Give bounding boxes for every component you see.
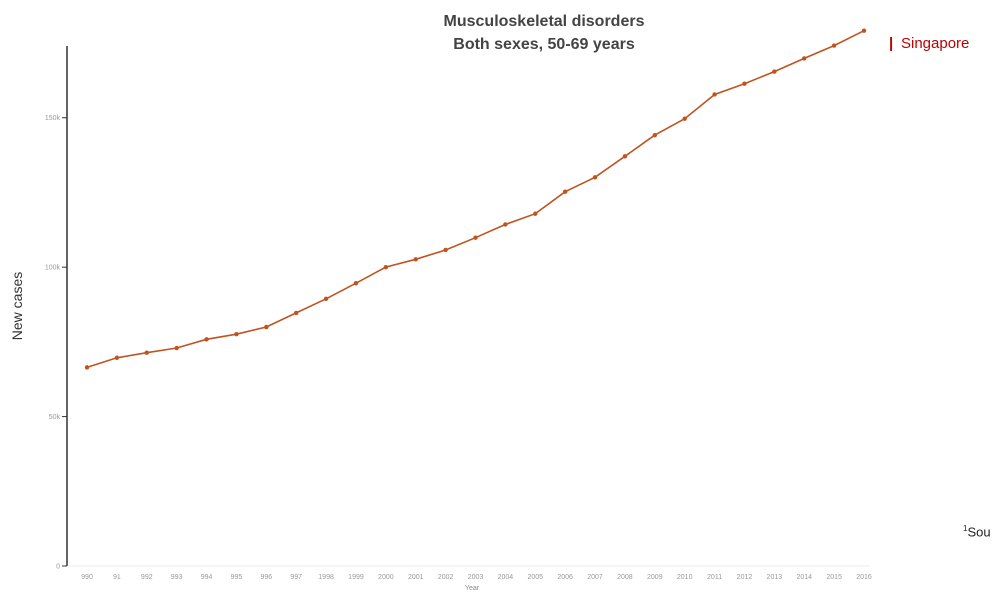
data-point — [84, 365, 90, 370]
x-tick-label: 1998 — [318, 574, 334, 581]
data-point — [293, 310, 299, 316]
data-point — [622, 154, 628, 159]
x-tick-label: 2004 — [498, 574, 514, 581]
x-tick-label: 2013 — [767, 574, 783, 581]
x-tick-label: 2014 — [796, 574, 812, 581]
x-tick-label: 2009 — [647, 574, 663, 581]
x-tick-label: 2006 — [557, 574, 573, 581]
x-tick-label: 994 — [201, 574, 213, 581]
x-tick-label: 993 — [171, 574, 183, 581]
data-point — [443, 247, 448, 253]
data-point — [712, 92, 717, 97]
data-point — [473, 235, 478, 240]
series-group — [84, 28, 867, 370]
data-point — [264, 324, 269, 330]
x-ticks: 990 91 992 993 994 995 996 997 1998 1999 2000 2001 2… — [81, 574, 872, 581]
x-tick-label: 1999 — [348, 574, 364, 581]
x-tick-label: 996 — [260, 574, 272, 581]
y-tick-label: 0 — [56, 564, 60, 571]
data-point — [503, 222, 508, 227]
data-point — [861, 28, 867, 33]
x-tick-label: 990 — [81, 574, 93, 581]
data-point — [772, 69, 777, 74]
chart-title-line-2: Both sexes, 50-69 years — [453, 36, 635, 53]
x-tick-label: 992 — [141, 574, 153, 581]
chart-title-line-1: Musculoskeletal disorders — [444, 13, 645, 30]
x-tick-label: 2015 — [826, 574, 842, 581]
x-tick-label: 2008 — [617, 574, 633, 581]
legend[interactable]: | Singapore — [889, 35, 969, 52]
data-point — [413, 257, 418, 262]
x-tick-label: 2002 — [438, 574, 454, 581]
axes — [66, 46, 870, 567]
data-point — [562, 189, 568, 194]
data-point — [234, 331, 239, 337]
data-point — [802, 56, 807, 61]
y-ticks: 0 50k 100k 150k — [45, 115, 67, 571]
x-tick-label: 2010 — [677, 574, 693, 581]
data-point — [114, 355, 120, 360]
data-point — [533, 211, 538, 216]
footnote-text: Sou — [967, 524, 991, 540]
data-point — [831, 43, 837, 48]
x-tick-label: 2011 — [707, 574, 722, 581]
legend-marker: | — [889, 35, 893, 52]
data-point — [592, 175, 598, 180]
data-point — [742, 81, 747, 86]
data-point — [144, 350, 149, 355]
x-tick-label: 2007 — [587, 574, 603, 581]
x-tick-label: 995 — [231, 574, 243, 581]
data-point — [323, 296, 329, 301]
x-tick-label: 2005 — [527, 574, 543, 581]
x-tick-label: 997 — [290, 574, 302, 581]
data-point — [682, 116, 687, 121]
data-point — [204, 337, 209, 342]
y-tick-label: 100k — [45, 265, 61, 272]
footnote-number: 1 — [963, 524, 968, 533]
x-tick-label: 2003 — [468, 574, 484, 581]
data-point — [652, 132, 658, 138]
series-line-singapore — [86, 29, 865, 369]
x-tick-label: 91 — [113, 574, 121, 581]
x-axis-label: Year — [465, 585, 480, 592]
data-point — [383, 264, 389, 270]
y-tick-label: 150k — [45, 115, 61, 122]
y-tick-label: 50k — [49, 414, 61, 421]
data-point — [174, 345, 179, 351]
x-tick-label: 2016 — [856, 574, 872, 581]
x-tick-label: 2001 — [408, 574, 424, 581]
y-axis-label: New cases — [9, 272, 25, 340]
legend-label-singapore: Singapore — [901, 35, 969, 52]
x-tick-label: 2000 — [378, 574, 394, 581]
source-footnote: 1Sou — [963, 524, 991, 539]
data-point — [353, 280, 359, 286]
x-tick-label: 2012 — [737, 574, 753, 581]
